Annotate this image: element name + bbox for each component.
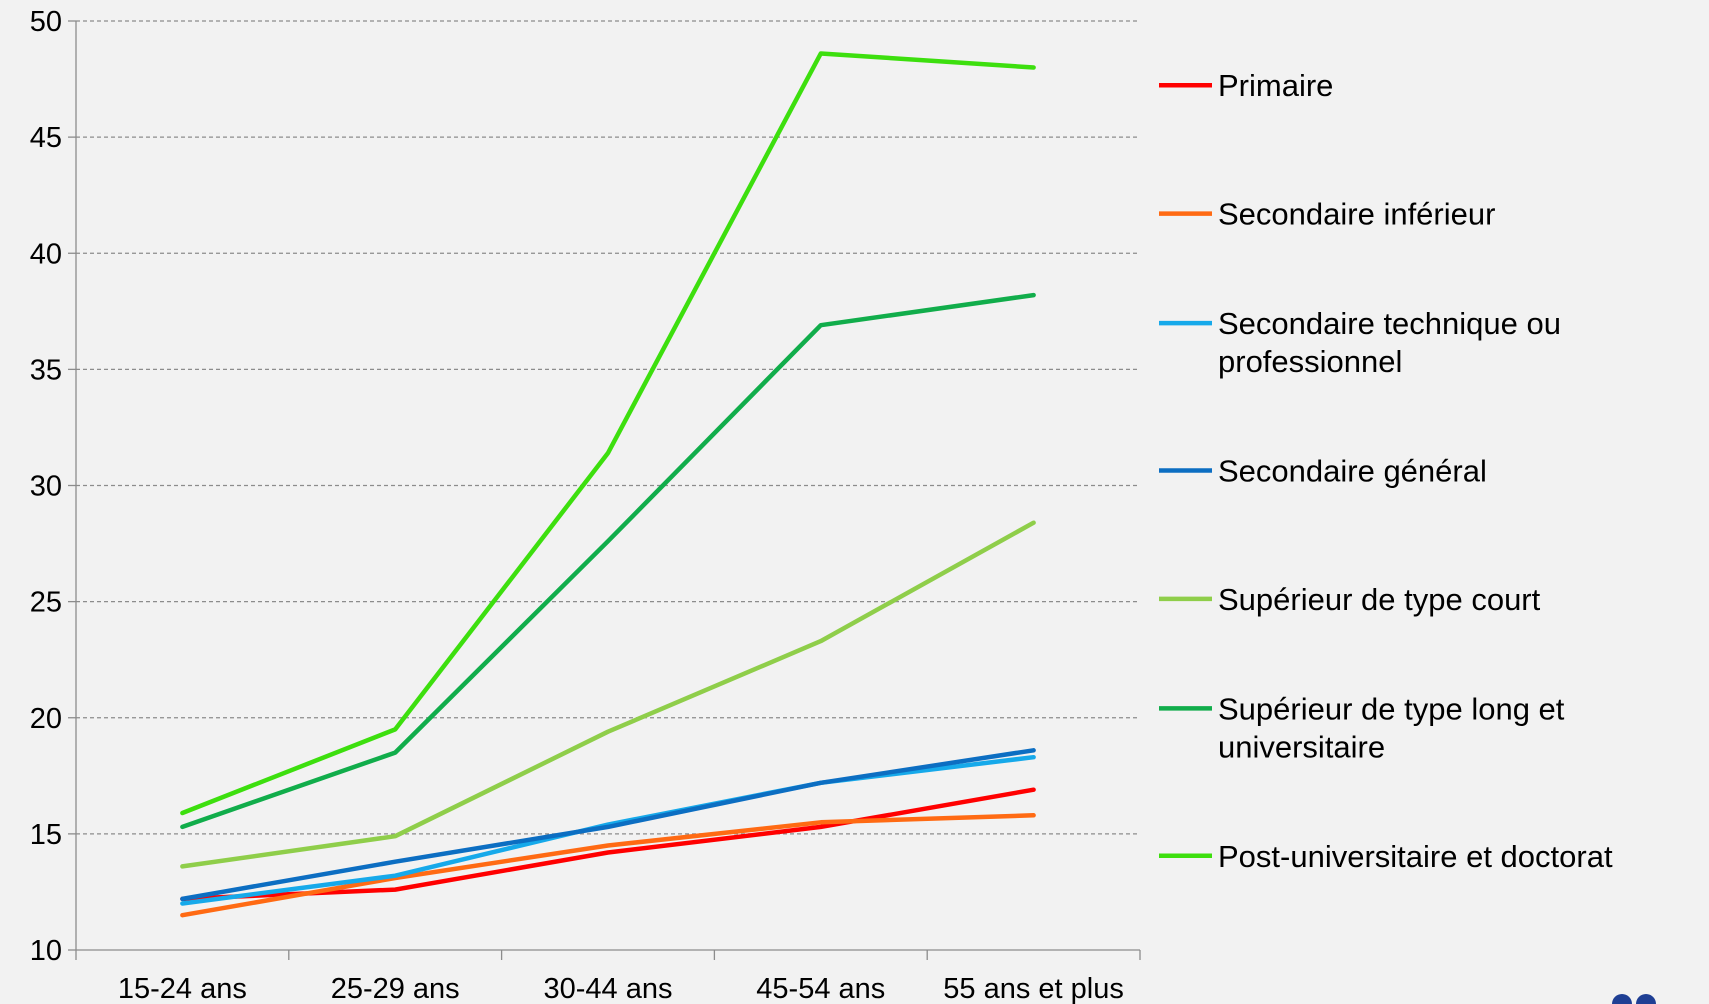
corner-logo-fragment (1612, 994, 1656, 1004)
series-line (180, 754, 1036, 906)
x-tick-label: 25-29 ans (331, 973, 460, 1004)
series-line (180, 787, 1036, 902)
legend-label: Supérieur de type long et (1218, 691, 1565, 726)
x-tick-label: 30-44 ans (544, 973, 673, 1004)
series-lines (180, 51, 1036, 918)
axes: 10 15 20 25 30 35 40 45 50 15-24 ans 25-29 ans 30-4… (30, 6, 1141, 1004)
legend-label: professionnel (1218, 344, 1402, 379)
legend-label: Secondaire technique ou (1218, 306, 1561, 341)
y-tick-label: 45 (30, 122, 62, 154)
y-tick-label: 30 (30, 471, 62, 503)
legend-label: Secondaire général (1218, 454, 1487, 489)
series-line (180, 520, 1036, 869)
gridlines (76, 20, 1140, 835)
legend-label: Supérieur de type court (1218, 582, 1541, 617)
series-line (180, 292, 1036, 830)
y-tick-label: 20 (30, 703, 62, 735)
x-tick-label: 45-54 ans (756, 973, 885, 1004)
series-line (180, 748, 1036, 902)
y-tick-label: 15 (30, 819, 62, 851)
legend-label: Primaire (1218, 68, 1333, 103)
series-line (180, 813, 1036, 918)
legend-label: Secondaire inférieur (1218, 197, 1495, 232)
legend: Primaire Secondaire inférieur Secondaire t… (1159, 68, 1613, 874)
x-tick-label: 15-24 ans (118, 973, 247, 1004)
series-line (180, 51, 1036, 816)
y-tick-label: 25 (30, 587, 62, 619)
y-tick-label: 40 (30, 238, 62, 270)
legend-label: Post-universitaire et doctorat (1218, 839, 1613, 874)
legend-label: universitaire (1218, 729, 1385, 764)
y-tick-label: 50 (30, 6, 62, 38)
y-tick-label: 35 (30, 354, 62, 386)
y-tick-label: 10 (30, 935, 62, 967)
x-tick-label: 55 ans et plus (943, 973, 1124, 1004)
